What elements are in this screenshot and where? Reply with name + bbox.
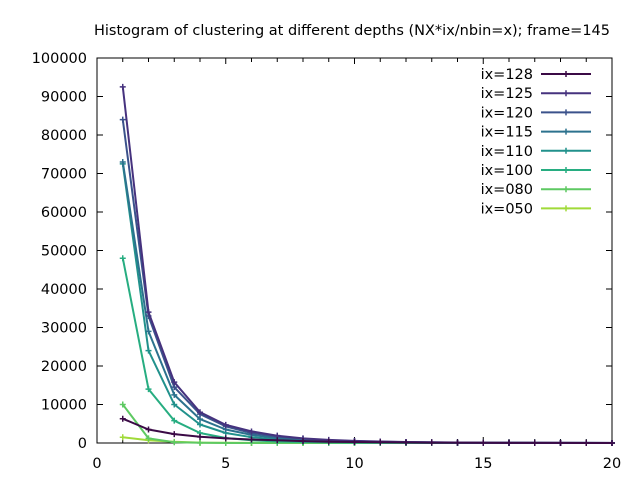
legend-item: ix=100 <box>481 163 591 179</box>
legend-marker <box>563 71 569 77</box>
data-point <box>145 309 152 316</box>
data-point <box>119 158 126 165</box>
data-point <box>171 391 178 398</box>
data-point <box>145 426 152 433</box>
data-point <box>557 439 564 446</box>
data-point <box>300 438 306 445</box>
data-point <box>197 421 203 428</box>
data-point <box>583 439 590 446</box>
x-tick-label: 20 <box>603 456 621 472</box>
y-tick-label: 60000 <box>41 205 87 221</box>
data-point <box>145 386 152 393</box>
y-tick-label: 0 <box>78 436 87 452</box>
data-point <box>506 439 512 446</box>
legend-marker <box>563 147 569 154</box>
legend-item: ix=110 <box>481 144 591 160</box>
data-point <box>197 416 203 423</box>
data-point <box>119 434 126 441</box>
data-point <box>171 384 178 391</box>
data-point <box>145 347 152 354</box>
data-point <box>222 435 229 442</box>
data-point <box>119 255 126 262</box>
data-point <box>222 421 229 428</box>
legend-label: ix=115 <box>481 125 533 141</box>
legend-item: ix=050 <box>481 201 591 217</box>
data-point <box>119 401 126 408</box>
legend-marker <box>563 186 569 193</box>
data-point <box>145 328 152 335</box>
chart-title: Histogram of clustering at different dep… <box>94 23 610 39</box>
y-tick-label: 70000 <box>41 167 87 183</box>
data-point <box>428 439 435 446</box>
y-tick-label: 50000 <box>41 244 87 260</box>
legend-item: ix=128 <box>481 67 591 83</box>
x-tick-label: 15 <box>474 456 492 472</box>
y-tick-label: 30000 <box>41 321 87 337</box>
legend-item: ix=120 <box>481 105 591 121</box>
y-tick-label: 100000 <box>32 51 87 67</box>
data-point <box>403 439 409 446</box>
legend-item: ix=125 <box>481 86 591 102</box>
data-point <box>197 439 203 446</box>
data-point <box>119 83 126 90</box>
legend-label: ix=128 <box>481 67 533 83</box>
data-point <box>171 417 178 424</box>
y-tick-label: 90000 <box>41 90 87 106</box>
series-ix-128 <box>119 415 615 446</box>
data-point <box>248 428 255 435</box>
legend-label: ix=080 <box>481 182 533 198</box>
legend-marker <box>563 109 569 116</box>
legend-label: ix=100 <box>481 163 533 179</box>
x-tick-label: 10 <box>345 456 363 472</box>
legend-label: ix=050 <box>481 201 533 217</box>
data-point <box>480 439 487 446</box>
legend-marker <box>563 167 569 173</box>
y-tick-label: 10000 <box>41 398 87 414</box>
series-group <box>119 83 615 446</box>
y-tick-label: 40000 <box>41 282 87 298</box>
data-point <box>609 439 615 446</box>
legend-label: ix=125 <box>481 86 533 102</box>
legend-label: ix=110 <box>481 144 533 160</box>
data-point <box>377 439 384 446</box>
data-point <box>171 439 178 446</box>
data-point <box>171 431 178 438</box>
data-point <box>171 401 178 408</box>
data-point <box>274 437 281 444</box>
data-point <box>454 439 461 446</box>
data-point <box>171 379 178 386</box>
legend-marker <box>563 90 569 97</box>
data-point <box>325 438 332 445</box>
y-tick-label: 20000 <box>41 359 87 375</box>
data-point <box>197 409 203 416</box>
x-tick-label: 5 <box>221 456 230 472</box>
data-point <box>248 436 255 443</box>
legend-label: ix=120 <box>481 105 533 121</box>
data-point <box>351 439 358 446</box>
legend: ix=128 ix=125 ix=120 ix=115 ix=110 ix=100 ix=0… <box>481 67 591 217</box>
axes: 0 10000 20000 30000 40000 50000 60000 70000 8000… <box>32 51 622 472</box>
data-point <box>119 116 126 123</box>
legend-item: ix=115 <box>481 125 591 141</box>
x-tick-label: 0 <box>92 456 101 472</box>
data-point <box>145 435 152 442</box>
data-point <box>119 415 126 422</box>
series-line <box>122 417 612 444</box>
data-point <box>531 439 538 446</box>
legend-item: ix=080 <box>481 182 591 198</box>
data-point <box>197 433 203 440</box>
legend-marker <box>563 205 569 212</box>
y-tick-label: 80000 <box>41 128 87 144</box>
legend-marker <box>563 128 569 135</box>
